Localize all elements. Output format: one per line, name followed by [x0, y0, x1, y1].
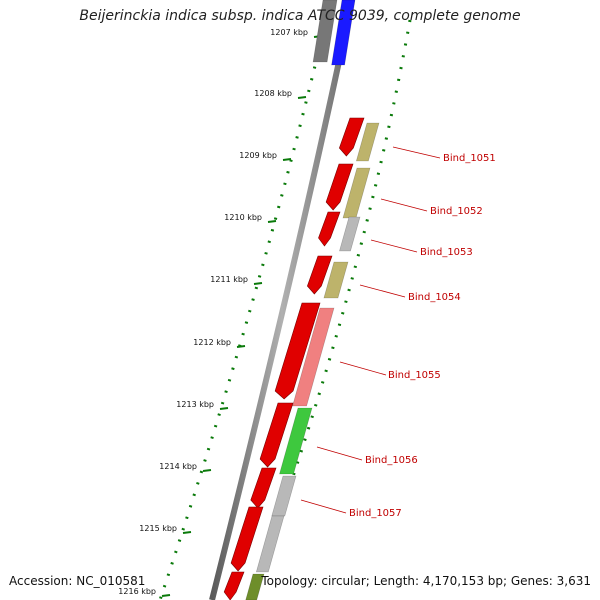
cds-arrow	[339, 117, 365, 157]
label-leader-line	[370, 239, 418, 253]
cds-arrow	[325, 163, 354, 211]
cog-block	[355, 122, 380, 162]
scale-tick-label: 1211 kbp	[210, 275, 248, 284]
topology-summary: Topology: circular; Length: 4,170,153 bp…	[261, 574, 591, 588]
label-leader-line	[380, 198, 428, 212]
cog-block	[255, 515, 285, 573]
scale-tick-mark	[236, 345, 246, 348]
scale-tick-label: 1215 kbp	[139, 524, 177, 533]
gene-features	[223, 0, 380, 600]
label-leader-line	[339, 361, 387, 376]
scale-tick-label: 1209 kbp	[239, 151, 277, 160]
gene-label-bind-1057: Bind_1057	[349, 508, 402, 519]
label-leader-line	[316, 446, 363, 461]
scale-ticks: 1207 kbp 1208 kbp 1209 kbp 1210 kbp 1211 kbp…	[118, 19, 412, 600]
gene-label-bind-1054: Bind_1054	[408, 292, 461, 303]
scale-tick-label: 1208 kbp	[254, 89, 292, 98]
scale-tick-label: 1214 kbp	[159, 462, 197, 471]
scale-tick-mark	[253, 282, 263, 285]
gene-label-bind-1056: Bind_1056	[365, 455, 418, 466]
cog-block	[339, 216, 361, 252]
gene-labels: Bind_1051 Bind_1052 Bind_1053 Bind_1054 Bind…	[300, 146, 496, 519]
cds-arrow	[307, 255, 333, 295]
feature-block	[312, 0, 338, 63]
genome-backbone	[209, 0, 355, 600]
gene-label-bind-1053: Bind_1053	[420, 247, 473, 258]
scale-tick-mark	[267, 220, 277, 223]
scale-tick-mark	[161, 594, 171, 597]
label-leader-line	[300, 499, 347, 514]
gene-label-bind-1051: Bind_1051	[443, 153, 496, 164]
scale-tick-mark	[202, 469, 212, 472]
cds-arrow	[274, 302, 321, 400]
feature-block	[331, 0, 356, 66]
accession-text: Accession: NC_010581	[9, 574, 146, 588]
scale-tick-mark	[297, 96, 307, 99]
scale-tick-label: 1207 kbp	[270, 28, 308, 37]
cds-arrow	[223, 571, 245, 600]
cds-arrow	[259, 402, 294, 468]
cog-block	[292, 307, 335, 407]
backbone-line	[209, 0, 355, 600]
cog-block	[323, 261, 349, 299]
cds-arrow	[230, 506, 264, 572]
map-title: Beijerinckia indica subsp. indica ATCC 9…	[79, 8, 521, 24]
scale-tick-mark	[182, 531, 192, 534]
label-leader-line	[359, 284, 406, 298]
cog-block	[245, 573, 265, 600]
scale-tick-label: 1212 kbp	[193, 338, 231, 347]
label-leader-line	[392, 146, 441, 159]
gene-label-bind-1055: Bind_1055	[388, 370, 441, 381]
cog-block	[271, 475, 297, 517]
cds-arrow	[318, 211, 341, 247]
scale-tick-label: 1216 kbp	[118, 587, 156, 596]
scale-tick-label: 1213 kbp	[176, 400, 214, 409]
scale-tick-mark	[282, 158, 292, 161]
cog-block	[279, 407, 313, 475]
scale-tick-label: 1210 kbp	[224, 213, 262, 222]
cds-arrow	[250, 467, 277, 509]
scale-tick-mark	[219, 407, 229, 410]
gene-label-bind-1052: Bind_1052	[430, 206, 483, 217]
